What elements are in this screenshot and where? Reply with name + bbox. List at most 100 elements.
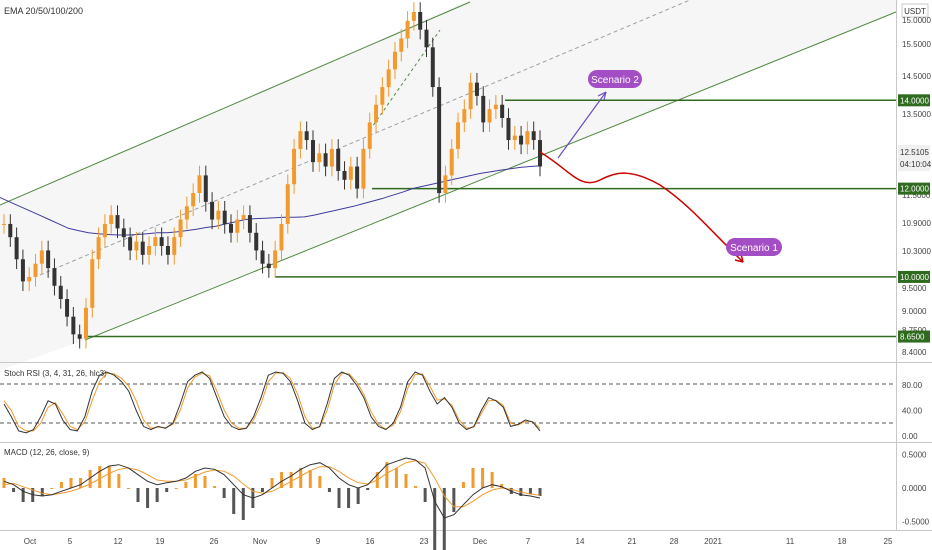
candle-body — [493, 104, 498, 110]
time-axis-ticks: Oct 5 12 19 26 Nov 9 16 23 Dec 7 14 21 28 2021 11 18 25 — [24, 537, 893, 546]
macd-hist-bar — [289, 472, 293, 488]
scenario-1-badge[interactable]: Scenario 1 — [726, 238, 782, 256]
candle-body — [128, 237, 133, 251]
candle-body — [500, 104, 505, 118]
candle-body — [14, 237, 19, 260]
macd-hist-bar — [174, 488, 178, 489]
macd-hist-bar — [461, 482, 465, 488]
macd-hist-bar — [528, 488, 532, 494]
price-tick-10: 8.4000 — [902, 348, 927, 357]
macd-hist-bar — [21, 488, 25, 502]
stoch-tick-1: 40.00 — [902, 406, 923, 415]
macd-label[interactable]: MACD (12, 26, close, 9) — [4, 448, 90, 457]
candle-body — [77, 334, 82, 339]
macd-hist-bar — [59, 482, 63, 488]
macd-hist-bar — [155, 488, 159, 502]
candle-body — [184, 206, 189, 220]
candle-body — [462, 109, 467, 123]
macd-hist-bar — [107, 466, 111, 488]
candle-body — [27, 276, 32, 282]
candle-body — [348, 166, 353, 180]
candle-body — [254, 232, 259, 251]
x-tick-5: Nov — [253, 537, 267, 546]
currency-badge[interactable]: USDT — [904, 7, 926, 16]
stoch-rsi-label[interactable]: Stoch RSI (3, 4, 31, 26, hlc3) — [4, 369, 107, 378]
x-tick-16: 18 — [838, 537, 847, 546]
macd-hist-bar — [203, 476, 207, 488]
price-tick-6: 10.3000 — [902, 247, 931, 256]
macd-hist-bar — [88, 470, 92, 488]
x-tick-2: 12 — [114, 537, 123, 546]
macd-hist-bar — [337, 488, 341, 508]
stoch-axis-ticks: 80.00 40.00 0.00 — [902, 381, 923, 441]
candle-body — [449, 148, 454, 176]
channel-median-line — [39, 0, 691, 276]
macd-hist-bar — [385, 462, 389, 488]
candle-body — [298, 131, 303, 149]
macd-hist-bar — [280, 472, 284, 488]
channel-upper-line — [0, 1, 471, 206]
candle-body — [216, 210, 221, 220]
candle-body — [317, 153, 322, 163]
candle-body — [165, 246, 170, 255]
scenario-2-label: Scenario 2 — [591, 75, 639, 86]
candle-body — [374, 104, 379, 123]
macd-hist-bar — [366, 488, 370, 490]
candle-body — [172, 237, 177, 255]
candle-body — [285, 184, 290, 224]
indicator-legend-label[interactable]: EMA 20/50/100/200 — [4, 6, 83, 16]
price-tick-8: 9.0000 — [902, 307, 927, 316]
price-levels — [85, 99, 896, 338]
macd-hist-bar — [117, 474, 121, 488]
price-tick-5: 10.9000 — [902, 219, 931, 228]
level-tag-3: 8.6500 — [900, 333, 925, 342]
x-tick-13: 28 — [670, 537, 679, 546]
x-tick-17: 25 — [884, 537, 893, 546]
candle-body — [487, 109, 492, 123]
macd-hist-bar — [270, 478, 274, 488]
candle-body — [229, 223, 234, 233]
candle-body — [197, 175, 202, 194]
stoch-d-line — [3, 372, 541, 432]
candle-body — [392, 51, 397, 70]
candle-body — [134, 241, 139, 251]
macd-hist-bar — [193, 474, 197, 488]
macd-hist-bar — [299, 468, 303, 488]
macd-hist-bar — [423, 488, 427, 502]
macd-hist-bar — [69, 478, 73, 488]
candle-body — [405, 20, 410, 39]
macd-hist-bar — [404, 474, 408, 488]
candle-body — [531, 131, 536, 141]
candle-body — [90, 259, 95, 308]
candle-body — [437, 87, 442, 194]
candle-body — [456, 122, 461, 149]
stoch-k-line — [3, 371, 541, 434]
macd-histogram — [2, 462, 542, 550]
candle-body — [361, 148, 366, 189]
level-tag-box-0 — [898, 94, 930, 107]
x-tick-11: 14 — [576, 537, 585, 546]
candle-body — [33, 263, 38, 277]
macd-hist-bar — [538, 488, 542, 496]
channel-lower-line — [84, 11, 897, 341]
candle-body — [210, 201, 215, 220]
scenario-2-badge[interactable]: Scenario 2 — [588, 70, 642, 88]
macd-hist-bar — [356, 488, 360, 504]
x-tick-6: 9 — [316, 537, 321, 546]
x-tick-12: 21 — [628, 537, 637, 546]
price-tick-4: 11.5000 — [902, 191, 931, 200]
candle-body — [310, 140, 315, 163]
x-tick-9: Dec — [473, 537, 487, 546]
macd-hist-bar — [126, 488, 130, 489]
candle-body — [292, 148, 297, 185]
candle-body — [336, 148, 341, 171]
candle-body — [266, 263, 271, 269]
candle-body — [329, 148, 334, 167]
candle-body — [247, 215, 252, 233]
macd-hist-bar — [136, 488, 140, 502]
candle-body — [342, 170, 347, 180]
macd-hist-bar — [308, 470, 312, 488]
x-tick-0: Oct — [24, 537, 37, 546]
macd-axis-ticks: 0.5000 0.0000 -0.5000 — [902, 451, 930, 527]
